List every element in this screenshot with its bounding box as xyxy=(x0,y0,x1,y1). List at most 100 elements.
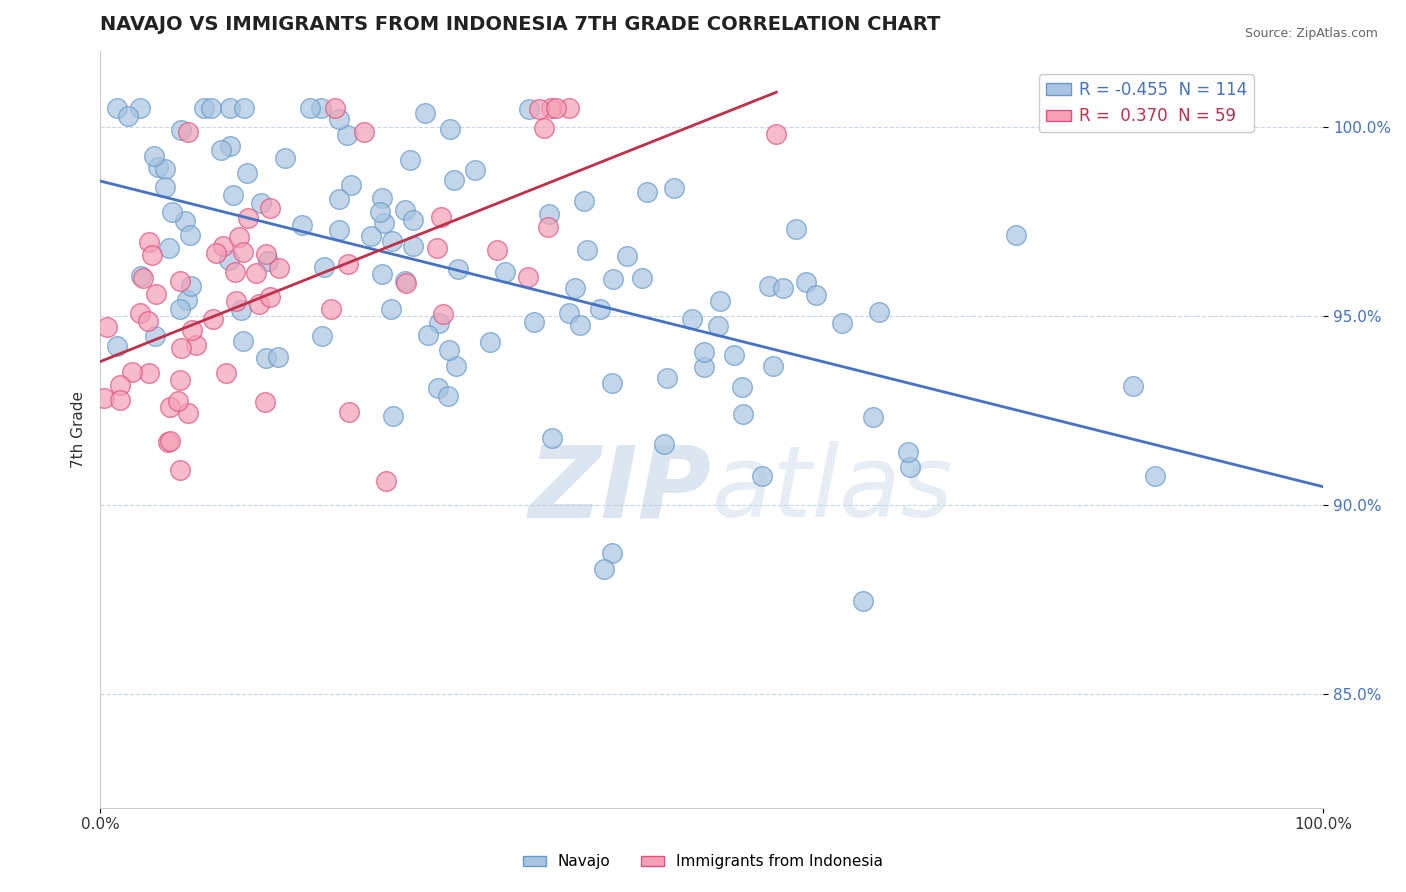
Point xyxy=(138,235,160,249)
Point xyxy=(402,212,425,227)
Point xyxy=(353,124,375,138)
Point xyxy=(254,351,277,365)
Point xyxy=(443,173,465,187)
Point xyxy=(108,392,131,407)
Point xyxy=(733,407,755,421)
Point xyxy=(337,257,360,271)
Point xyxy=(180,323,202,337)
Point xyxy=(368,204,391,219)
Point xyxy=(167,394,190,409)
Point xyxy=(898,459,921,474)
Point xyxy=(218,253,240,268)
Point xyxy=(259,290,281,304)
Point xyxy=(655,371,678,385)
Point xyxy=(537,207,560,221)
Point xyxy=(153,162,176,177)
Point xyxy=(402,238,425,252)
Point xyxy=(184,338,207,352)
Point xyxy=(321,301,343,316)
Point xyxy=(479,334,502,349)
Point xyxy=(169,301,191,316)
Point xyxy=(129,306,152,320)
Point xyxy=(202,312,225,326)
Point xyxy=(533,121,555,136)
Text: atlas: atlas xyxy=(711,442,953,538)
Point xyxy=(544,101,567,115)
Point xyxy=(662,181,685,195)
Point xyxy=(254,394,277,409)
Point xyxy=(221,188,243,202)
Point xyxy=(309,101,332,115)
Point xyxy=(174,214,197,228)
Point xyxy=(394,203,416,218)
Point xyxy=(360,228,382,243)
Point xyxy=(437,343,460,358)
Point xyxy=(105,101,128,115)
Point xyxy=(602,272,624,286)
Point xyxy=(177,125,200,139)
Point xyxy=(616,249,638,263)
Point xyxy=(897,445,920,459)
Point xyxy=(311,329,333,343)
Point xyxy=(249,196,271,211)
Point xyxy=(785,222,807,236)
Point xyxy=(328,192,350,206)
Point xyxy=(516,269,538,284)
Point xyxy=(447,262,470,277)
Point xyxy=(193,101,215,115)
Point xyxy=(709,293,731,308)
Point xyxy=(121,365,143,379)
Point xyxy=(267,350,290,364)
Point xyxy=(157,241,180,255)
Point xyxy=(160,204,183,219)
Point xyxy=(129,101,152,115)
Point xyxy=(232,101,254,115)
Point xyxy=(652,437,675,451)
Point xyxy=(537,219,560,234)
Point xyxy=(236,211,259,226)
Point xyxy=(245,266,267,280)
Point xyxy=(540,431,562,445)
Point xyxy=(831,316,853,330)
Point xyxy=(751,469,773,483)
Point xyxy=(1143,469,1166,483)
Point xyxy=(146,160,169,174)
Point xyxy=(159,434,181,448)
Point xyxy=(569,318,592,333)
Point xyxy=(136,314,159,328)
Point xyxy=(394,274,416,288)
Point xyxy=(600,546,623,560)
Point xyxy=(218,139,240,153)
Point xyxy=(373,216,395,230)
Point xyxy=(259,202,281,216)
Point xyxy=(693,360,716,375)
Point xyxy=(398,153,420,167)
Point xyxy=(170,122,193,136)
Point xyxy=(432,307,454,321)
Point xyxy=(117,109,139,123)
Point xyxy=(558,101,581,115)
Point xyxy=(328,223,350,237)
Point xyxy=(765,127,787,141)
Point xyxy=(558,306,581,320)
Point xyxy=(254,246,277,260)
Point xyxy=(169,373,191,387)
Point xyxy=(232,244,254,259)
Y-axis label: 7th Grade: 7th Grade xyxy=(72,391,86,467)
Point xyxy=(437,389,460,403)
Point xyxy=(758,278,780,293)
Point xyxy=(495,265,517,279)
Point xyxy=(794,275,817,289)
Point xyxy=(523,315,546,329)
Point xyxy=(804,288,827,302)
Point xyxy=(340,178,363,193)
Point xyxy=(731,380,754,394)
Point xyxy=(852,594,875,608)
Point xyxy=(96,320,118,334)
Point xyxy=(425,242,447,256)
Point xyxy=(862,409,884,424)
Point xyxy=(108,378,131,392)
Point xyxy=(381,409,404,423)
Point xyxy=(527,103,550,117)
Point xyxy=(723,348,745,362)
